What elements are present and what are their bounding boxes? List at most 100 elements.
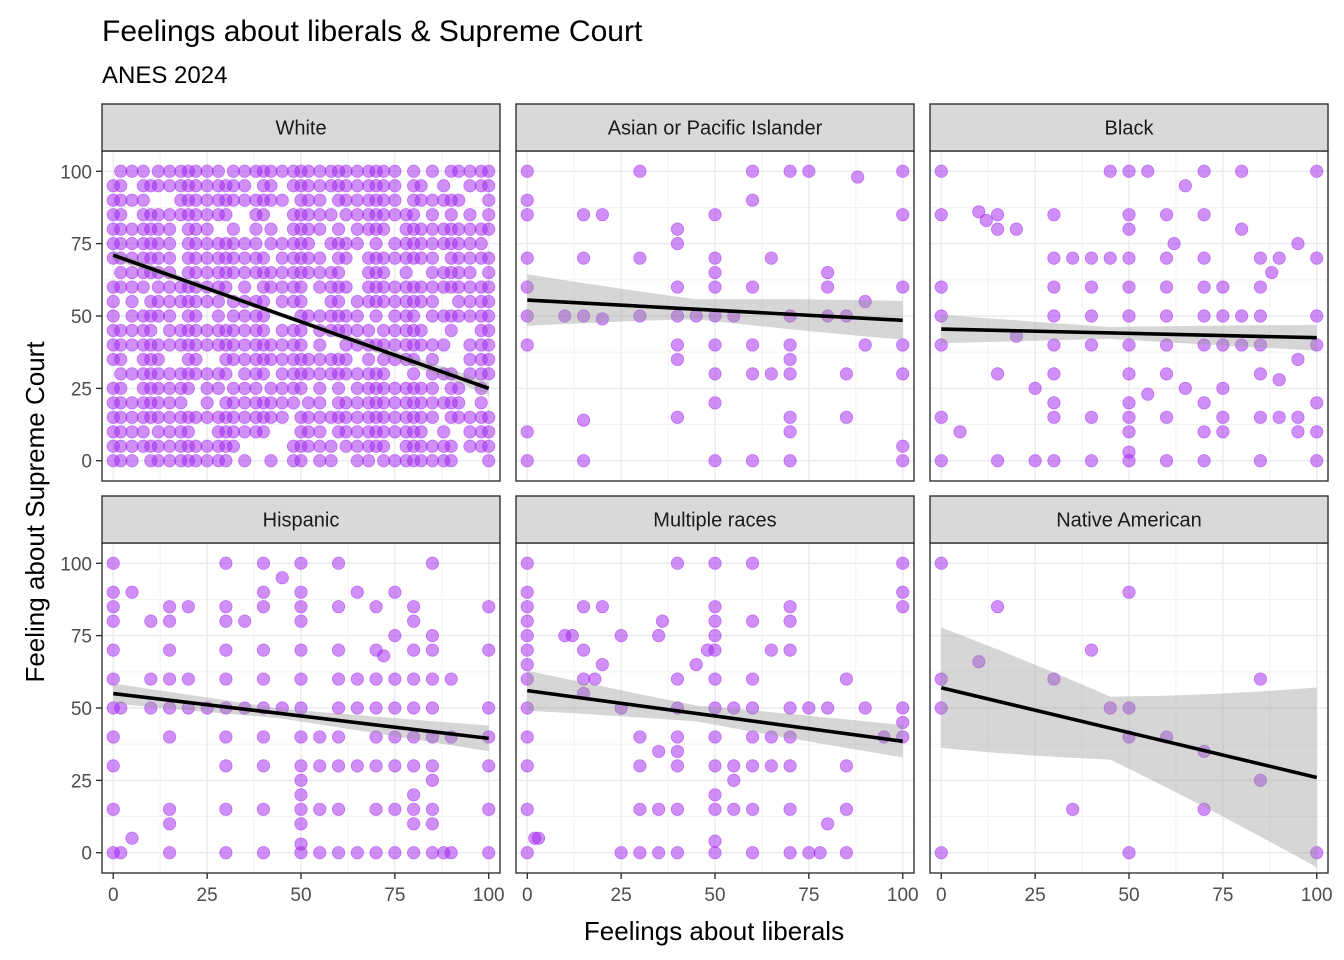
facet-native-american: Native American 0 25 50 75 100 (929, 495, 1333, 906)
data-point (106, 585, 120, 599)
data-point (482, 193, 496, 207)
data-point (219, 759, 233, 773)
data-point (369, 237, 383, 251)
data-point (264, 381, 278, 395)
data-point (1122, 410, 1136, 424)
data-point (162, 425, 177, 439)
data-point (652, 802, 666, 816)
data-point (425, 352, 440, 367)
data-point (219, 730, 233, 744)
data-point (294, 802, 308, 816)
data-point (388, 280, 402, 294)
data-point (264, 410, 278, 424)
data-point (463, 294, 477, 309)
data-point (350, 846, 364, 860)
data-point (1122, 222, 1136, 236)
data-point (463, 309, 477, 323)
data-point (452, 280, 466, 294)
data-point (238, 396, 252, 410)
data-point (350, 309, 364, 323)
data-point (414, 222, 428, 236)
data-point (934, 846, 948, 860)
data-point (783, 410, 797, 424)
data-point (452, 410, 466, 424)
data-point (407, 817, 421, 831)
data-point (162, 294, 177, 309)
data-point (162, 643, 177, 657)
data-point (783, 425, 797, 439)
data-point (313, 730, 327, 744)
data-point (802, 846, 816, 860)
data-point (377, 193, 391, 207)
data-point (144, 323, 158, 338)
data-point (136, 425, 150, 439)
data-point (151, 396, 165, 410)
data-point (294, 846, 308, 860)
data-point (425, 396, 440, 410)
data-point (463, 164, 477, 178)
data-point (1047, 338, 1061, 352)
data-point (106, 643, 120, 657)
data-point (313, 381, 327, 395)
data-point (407, 846, 421, 860)
data-point (708, 788, 722, 802)
data-point (151, 410, 165, 424)
data-point (238, 309, 252, 323)
data-point (388, 208, 402, 222)
data-point (482, 164, 496, 178)
data-point (238, 425, 252, 439)
data-point (1159, 309, 1174, 323)
data-point (520, 802, 534, 816)
data-point (377, 294, 391, 309)
data-point (200, 367, 214, 381)
data-point (313, 759, 327, 773)
data-point (482, 309, 496, 323)
data-point (708, 802, 722, 816)
data-point (708, 556, 722, 570)
data-point (407, 672, 421, 686)
data-point (520, 280, 534, 294)
data-point (1235, 164, 1249, 178)
data-point (1197, 164, 1211, 178)
data-point (896, 556, 910, 570)
data-point (301, 265, 316, 280)
data-point (452, 309, 466, 323)
data-point (219, 454, 233, 468)
data-point (226, 323, 241, 338)
data-point (520, 672, 534, 686)
data-point (125, 237, 139, 251)
data-point (350, 396, 364, 410)
data-point (275, 381, 289, 395)
data-point (162, 237, 177, 251)
data-point (463, 265, 477, 280)
data-point (1159, 367, 1174, 381)
data-point (324, 454, 338, 468)
data-point (1167, 237, 1181, 251)
data-point (388, 251, 402, 265)
data-point (482, 846, 496, 860)
data-point (294, 381, 308, 395)
data-point (219, 802, 233, 816)
data-point (200, 179, 214, 193)
data-point (896, 600, 910, 614)
points (106, 164, 496, 468)
data-point (114, 381, 128, 395)
data-point (745, 454, 760, 468)
data-point (1253, 251, 1268, 265)
data-point (294, 294, 308, 309)
data-point (425, 773, 440, 787)
data-point (200, 222, 214, 236)
data-point (388, 309, 402, 323)
data-point (520, 600, 534, 614)
data-point (162, 817, 177, 831)
data-point (858, 338, 872, 352)
data-point (576, 413, 591, 427)
data-point (425, 556, 440, 570)
data-point (377, 265, 391, 280)
data-point (200, 396, 214, 410)
data-point (1253, 367, 1268, 381)
data-point (813, 846, 827, 860)
data-point (1197, 309, 1211, 323)
data-point (670, 222, 685, 236)
data-point (388, 381, 402, 395)
